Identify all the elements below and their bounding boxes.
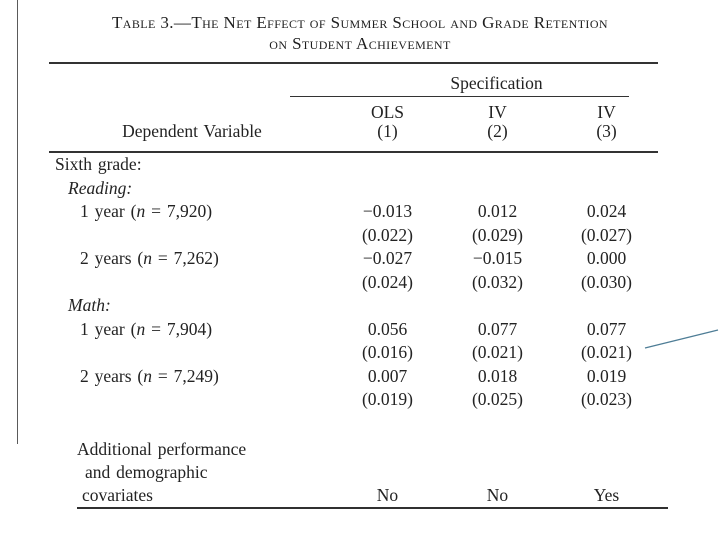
table-footer: Additional performance and demographic c… [49, 438, 658, 507]
value-cell: 0.077 [586, 318, 627, 339]
covariates-row: Additional performance and demographic c… [49, 438, 658, 507]
table-body: Sixth grade: Reading: 1 year (n = 7,920)… [49, 153, 658, 412]
table-row: 2 years (n = 7,262) −0.027 −0.015 0.000 [49, 247, 658, 271]
subsection-label: Math: [68, 295, 111, 315]
table-row: (0.022) (0.029) (0.027) [49, 224, 658, 248]
covariates-value: Yes [593, 484, 620, 505]
column-number: (3) [596, 121, 617, 141]
table-row: Reading: [49, 177, 658, 201]
table-caption: Table 3.—The Net Effect of Summer School… [0, 12, 720, 54]
left-edge-line [17, 0, 18, 444]
column-header-iv-3: IV (3) [555, 97, 658, 151]
value-cell: 0.077 [477, 318, 518, 339]
column-header-iv-2: IV (2) [440, 97, 555, 151]
covariates-label: Additional performance and demographic c… [77, 438, 247, 505]
value-cell: 0.007 [367, 365, 408, 386]
stderr-cell: (0.023) [580, 389, 633, 409]
column-header-row: Dependent Variable OLS (1) IV (2) IV (3) [49, 97, 658, 151]
table-row: Sixth grade: [49, 153, 658, 177]
column-header-ols-1: OLS (1) [335, 97, 440, 151]
stderr-cell: (0.027) [580, 224, 633, 245]
row-label: 2 years (n = 7,249) [80, 365, 219, 386]
column-number: (1) [377, 121, 398, 141]
column-method: IV [597, 102, 616, 122]
column-number: (2) [487, 121, 508, 141]
value-cell: −0.013 [362, 201, 413, 221]
value-cell: −0.027 [362, 248, 413, 268]
bottom-rule [77, 506, 668, 509]
table-row: (0.019) (0.025) (0.023) [49, 388, 658, 412]
table-row: (0.016) (0.021) (0.021) [49, 341, 658, 365]
value-cell: 0.019 [586, 365, 627, 386]
value-cell: 0.024 [586, 201, 627, 221]
n-variable: n [143, 365, 153, 386]
covariates-value: No [376, 484, 399, 505]
annotation-line [644, 329, 719, 349]
dependent-variable-header: Dependent Variable [122, 121, 262, 141]
subsection-label: Reading: [68, 177, 133, 198]
results-table: Specification Dependent Variable OLS (1)… [49, 62, 668, 509]
mid-rule [49, 151, 658, 153]
stderr-cell: (0.029) [471, 224, 524, 245]
stderr-cell: (0.022) [361, 224, 414, 245]
table-caption-line1: Table 3.—The Net Effect of Summer School… [112, 13, 608, 32]
specification-header: Specification [450, 73, 543, 93]
table-row: 1 year (n = 7,904) 0.056 0.077 0.077 [49, 318, 658, 342]
table-row: 2 years (n = 7,249) 0.007 0.018 0.019 [49, 365, 658, 389]
row-label: 2 years (n = 7,262) [80, 248, 219, 268]
value-cell: 0.000 [586, 248, 627, 268]
table-row: Math: [49, 294, 658, 318]
stderr-cell: (0.019) [361, 389, 414, 409]
value-cell: −0.015 [472, 248, 523, 268]
table-row: (0.024) (0.032) (0.030) [49, 271, 658, 295]
row-label: 1 year (n = 7,904) [80, 318, 213, 339]
row-label: 1 year (n = 7,920) [80, 201, 213, 221]
value-cell: 0.012 [477, 201, 518, 221]
top-rule [49, 62, 658, 64]
n-variable: n [143, 248, 153, 268]
n-variable: n [136, 318, 146, 339]
stderr-cell: (0.024) [361, 271, 414, 292]
n-variable: n [136, 201, 146, 221]
covariates-value: No [486, 484, 509, 505]
stderr-cell annotated: (0.021) [580, 342, 633, 362]
stderr-cell: (0.021) [471, 342, 524, 362]
stderr-cell: (0.030) [580, 271, 633, 292]
column-method: IV [488, 102, 507, 122]
table-row: 1 year (n = 7,920) −0.013 0.012 0.024 [49, 200, 658, 224]
stderr-cell: (0.025) [471, 389, 524, 409]
stderr-cell: (0.016) [361, 342, 414, 362]
table-caption-line2: on Student Achievement [269, 34, 451, 53]
value-cell: 0.018 [477, 365, 518, 386]
section-label: Sixth grade: [55, 154, 142, 174]
stderr-cell: (0.032) [471, 271, 524, 292]
specification-row: Specification [49, 64, 658, 97]
column-method: OLS [370, 102, 405, 122]
value-cell: 0.056 [367, 318, 408, 339]
table-header: Specification Dependent Variable OLS (1)… [49, 64, 658, 151]
specification-rule [290, 96, 630, 97]
